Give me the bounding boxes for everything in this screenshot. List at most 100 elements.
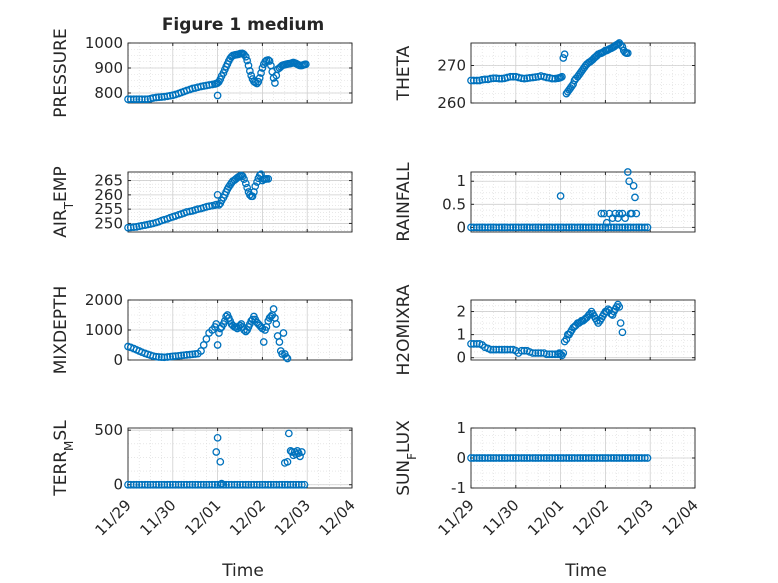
data-point (217, 479, 226, 488)
data-point (618, 328, 627, 337)
data-point (275, 480, 284, 489)
data-point (528, 223, 537, 232)
series-markers (124, 429, 309, 489)
data-point (174, 480, 183, 489)
minor-grid (471, 172, 695, 232)
x-tick-label: 12/03 (271, 496, 314, 539)
data-point (177, 351, 186, 360)
data-point (598, 223, 607, 232)
y-tick-label: 1 (456, 172, 466, 190)
axes-4: 0 0.5 1 RAINFALL (394, 162, 696, 242)
data-point (240, 175, 248, 183)
data-point (241, 480, 250, 489)
data-point (621, 454, 629, 462)
data-point (584, 223, 593, 232)
data-point (520, 346, 529, 355)
data-point (614, 214, 622, 223)
data-point (258, 64, 267, 72)
data-point (623, 49, 632, 57)
x-tick-label: 12/02 (226, 496, 269, 539)
data-point (558, 72, 566, 81)
axes-6: 0 1 2 H2OMIXRA (394, 284, 696, 376)
data-point (616, 319, 625, 327)
data-point (618, 223, 627, 232)
x-tick-label: 12/02 (569, 496, 612, 539)
data-point (498, 454, 506, 462)
data-point (632, 209, 641, 218)
x-axis-label: Time (221, 561, 264, 581)
data-point (152, 93, 161, 102)
data-point (141, 480, 149, 489)
data-point (132, 95, 141, 104)
data-point (166, 352, 174, 361)
y-axis-label: SUNFLUX (394, 420, 419, 496)
data-point (587, 454, 596, 462)
data-point (640, 223, 649, 232)
series-markers (467, 454, 652, 462)
data-point (472, 76, 481, 85)
data-point (283, 457, 292, 466)
data-point (509, 454, 517, 462)
data-point (215, 329, 223, 337)
y-axis-label: H2OMIXRA (394, 284, 414, 375)
data-point (597, 209, 606, 218)
data-point (185, 350, 194, 359)
data-point (267, 480, 275, 489)
series-markers (467, 300, 627, 360)
data-point (233, 480, 242, 489)
data-point (152, 480, 161, 489)
y-tick-label: 0 (456, 349, 466, 367)
data-point (284, 429, 293, 438)
data-point (640, 454, 649, 462)
data-point (559, 54, 568, 62)
series-markers (124, 49, 310, 104)
data-point (152, 352, 161, 361)
data-point (625, 177, 633, 186)
data-point (517, 74, 526, 83)
data-point (596, 223, 604, 232)
data-point (615, 209, 624, 218)
data-point (621, 214, 629, 223)
data-point (188, 350, 197, 359)
data-point (560, 50, 569, 59)
y-axis-label: MIXDEPTH (51, 286, 71, 375)
data-point (272, 320, 281, 328)
y-tick-label: 1 (456, 326, 466, 344)
y-tick-label: 0 (456, 218, 466, 236)
data-point (213, 433, 222, 442)
y-tick-label: 900 (94, 59, 123, 77)
data-point (264, 480, 273, 489)
figure-title: Figure 1 medium (162, 15, 324, 35)
data-point (643, 223, 652, 232)
data-point (528, 349, 537, 357)
x-tick-label: 11/29 (92, 496, 135, 539)
data-point (241, 179, 250, 188)
data-point (584, 454, 593, 462)
minor-grid (128, 428, 352, 488)
data-point (542, 454, 551, 462)
x-tick-label: 11/29 (435, 496, 478, 539)
x-tick-label: 12/04 (316, 496, 359, 539)
x-tick-label: 11/30 (479, 496, 522, 539)
data-point (565, 454, 573, 462)
data-point (472, 454, 481, 462)
data-point (528, 454, 537, 462)
y-tick-label: 260 (437, 94, 466, 112)
data-point (542, 350, 551, 359)
data-point (253, 178, 261, 186)
data-point (202, 335, 211, 343)
data-point (486, 345, 495, 354)
data-point (554, 223, 562, 232)
data-point (286, 480, 295, 489)
data-point (576, 223, 585, 232)
data-point (607, 454, 616, 462)
data-point (243, 183, 252, 192)
data-point (472, 339, 481, 348)
data-point (509, 72, 517, 81)
data-point (598, 454, 607, 462)
x-tick-label: 11/30 (136, 496, 179, 539)
data-point (132, 480, 141, 489)
data-point (484, 223, 492, 232)
data-point (296, 452, 304, 461)
data-point (222, 480, 230, 489)
